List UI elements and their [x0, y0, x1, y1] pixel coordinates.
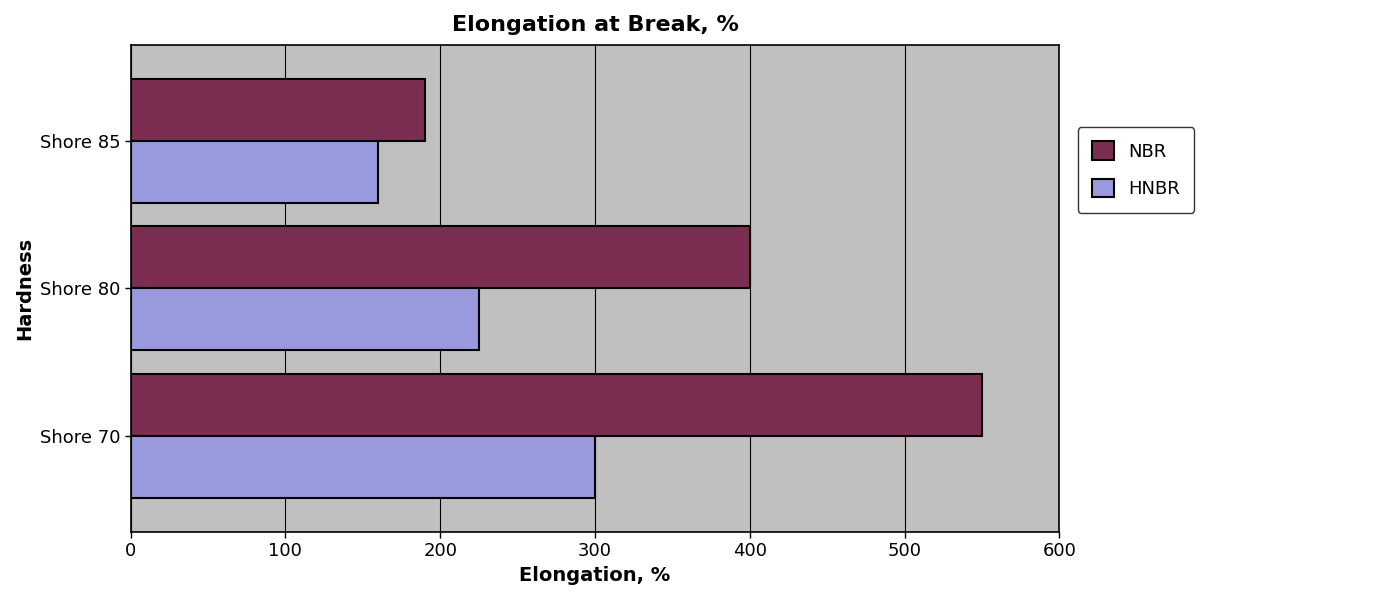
Bar [130, 436, 595, 498]
Bar [130, 141, 378, 203]
Bar [130, 226, 750, 289]
Bar [130, 289, 479, 350]
Title: Elongation at Break, %: Elongation at Break, % [452, 15, 738, 35]
Bar [130, 374, 981, 436]
X-axis label: Elongation, %: Elongation, % [519, 566, 671, 585]
Y-axis label: Hardness: Hardness [15, 237, 34, 340]
Bar [130, 79, 424, 141]
Legend: NBR, HNBR: NBR, HNBR [1078, 127, 1194, 212]
